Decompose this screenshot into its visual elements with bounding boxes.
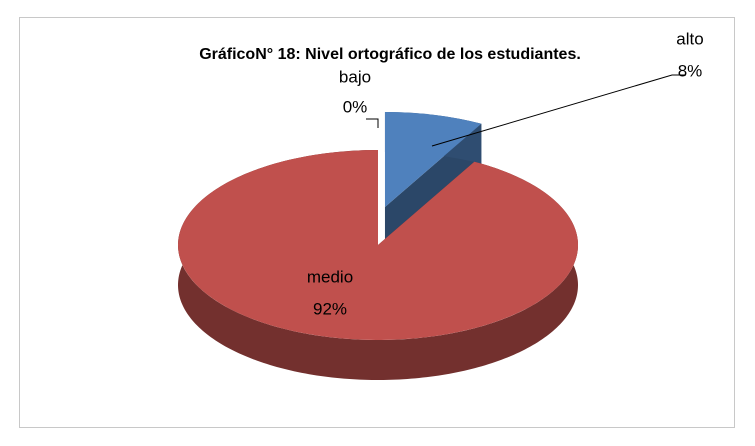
slice-value-label: 8% (678, 61, 703, 80)
slice-value-label: 0% (343, 97, 368, 116)
leader-line (366, 118, 379, 128)
leader-line (431, 74, 686, 147)
chart-title: GráficoN° 18: Nivel ortográfico de los e… (199, 46, 581, 63)
slice-value-label: 92% (313, 299, 347, 318)
slice-category-label: medio (307, 267, 353, 286)
slice-category-label: bajo (339, 67, 371, 86)
pie-slice (384, 112, 482, 208)
pie-slice (177, 150, 579, 340)
slice-category-label: alto (676, 29, 703, 48)
pie-tops (177, 112, 579, 340)
